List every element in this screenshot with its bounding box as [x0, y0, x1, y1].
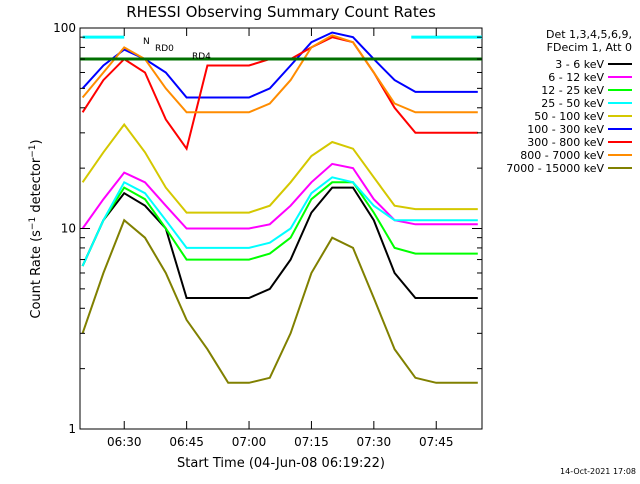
overlay-layer	[80, 35, 482, 61]
x-tick-label-3: 07:15	[294, 435, 329, 449]
legend-label-25-50-kev: 25 - 50 keV	[541, 97, 604, 110]
plot-frame	[79, 27, 483, 430]
annotation-rd0: RD0	[155, 44, 174, 54]
series-line-50-100-kev	[81, 122, 478, 214]
y-axis-label-sup1: −1	[28, 217, 38, 230]
y-tick-label-1: 10	[61, 222, 76, 236]
legend-label-7000-15000-kev: 7000 - 15000 keV	[506, 162, 604, 175]
y-axis-label-main: Count Rate (s	[29, 230, 44, 319]
x-tick-label-5: 07:45	[419, 435, 454, 449]
legend-label-300-800-kev: 300 - 800 keV	[527, 136, 604, 149]
legend-label-100-300-kev: 100 - 300 keV	[527, 123, 604, 136]
y-axis-label-sup2: −1	[28, 144, 38, 157]
y-axis-label: Count Rate (s−1 detector−1)	[28, 139, 44, 318]
x-tick-label-4: 07:30	[357, 435, 392, 449]
x-tick-label-2: 07:00	[232, 435, 267, 449]
x-axis-label: Start Time (04-Jun-08 06:19:22)	[177, 456, 385, 471]
series-line-6-12-kev	[81, 162, 478, 230]
y-tick-label-2: 100	[53, 21, 76, 35]
x-tick-label-0: 06:30	[107, 435, 142, 449]
legend-header-line1: Det 1,3,4,5,6,9,	[546, 28, 632, 41]
y-tick-label-0: 1	[68, 422, 76, 436]
annotation-n: N	[143, 37, 150, 47]
legend-label-12-25-kev: 12 - 25 keV	[541, 84, 604, 97]
series-line-3-6-kev	[81, 186, 478, 299]
legend-label-800-7000-kev: 800 - 7000 keV	[520, 149, 604, 162]
legend-label-50-100-kev: 50 - 100 keV	[534, 110, 604, 123]
y-axis-label-mid: detector	[29, 157, 44, 217]
y-axis-label-end: )	[29, 139, 44, 144]
legend-header-line2: FDecim 1, Att 0	[547, 41, 632, 54]
series-line-12-25-kev	[81, 181, 478, 267]
x-tick-label-1: 06:45	[169, 435, 204, 449]
series-line-7000-15000-kev	[81, 218, 478, 384]
legend-label-3-6-kev: 3 - 6 keV	[555, 58, 604, 71]
series-line-100-300-kev	[81, 31, 478, 99]
annotation-rd4: RD4	[192, 52, 211, 62]
legend: Det 1,3,4,5,6,9, FDecim 1, Att 0 3 - 6 k…	[506, 28, 632, 175]
series-line-800-7000-kev	[81, 34, 478, 114]
chart-title: RHESSI Observing Summary Count Rates	[126, 3, 436, 21]
series-layer	[81, 31, 478, 384]
generated-timestamp: 14-Oct-2021 17:08	[560, 467, 636, 476]
x-axis-ticks: 06:30 06:45 07:00 07:15 07:30 07:45	[107, 28, 454, 449]
series-line-25-50-kev	[81, 176, 478, 267]
y-axis-ticks: 1 10 100	[53, 21, 482, 436]
legend-label-6-12-kev: 6 - 12 keV	[548, 71, 604, 84]
